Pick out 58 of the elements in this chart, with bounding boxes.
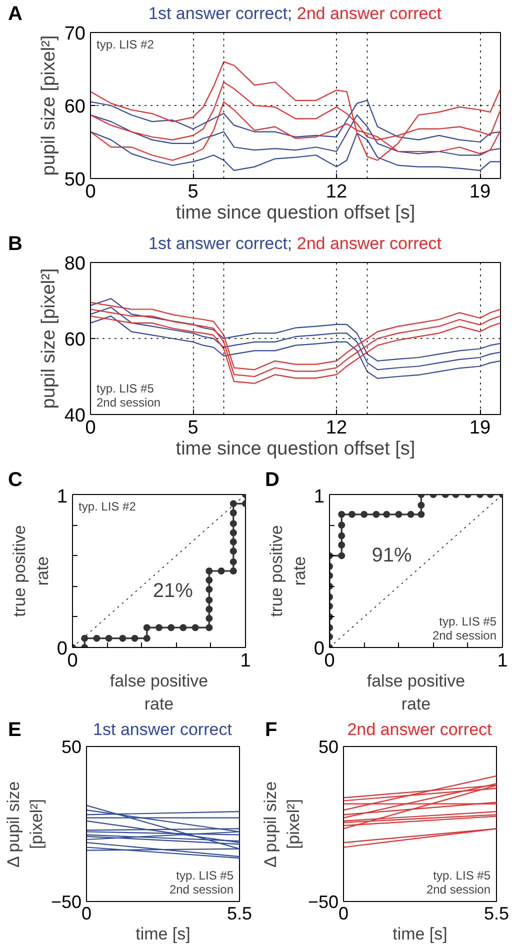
annotation: typ. LIS #2 — [96, 38, 154, 52]
x-axis-title: time since question offset [s] — [176, 202, 416, 224]
y-tick-label: 60 — [64, 330, 86, 350]
y-axis-title: Δ pupil size [pixel²] — [4, 781, 46, 868]
y-tick-label: 50 — [64, 170, 86, 190]
y-tick-label: 50 — [318, 737, 339, 757]
y-axis-title: pupil size [pixel²] — [38, 35, 60, 176]
chart-title: C — [8, 468, 22, 493]
x-tick-label: 19 — [469, 182, 491, 202]
y-axis-title: Δ pupil size [pixel²] — [261, 781, 303, 868]
x-tick-label: 12 — [326, 418, 348, 438]
x-axis-title: time [s] — [392, 924, 448, 944]
annotation: typ. LIS #5 — [433, 868, 491, 882]
x-tick-label: 5 — [188, 418, 198, 438]
x-axis-title: false positive rate — [110, 672, 208, 714]
x-tick-label: 5.5 — [484, 904, 510, 924]
text: 1st answer correct; — [148, 234, 292, 253]
y-tick-label: −50 — [308, 892, 339, 912]
y-axis-title: true positive rate — [267, 525, 309, 617]
y-tick-label: 1 — [314, 486, 325, 508]
x-tick-label: 1 — [497, 650, 508, 672]
y-tick-label: 1 — [56, 486, 68, 508]
x-axis-title: time since question offset [s] — [176, 438, 416, 460]
chart-title: B — [8, 232, 22, 257]
annotation: typ. LIS #5 — [176, 868, 234, 882]
y-tick-label: 60 — [64, 96, 86, 118]
y-tick-label: 50 — [61, 737, 82, 757]
y-axis-title: pupil size [pixel²] — [38, 268, 60, 409]
x-tick-label: 5 — [188, 182, 198, 202]
x-axis-title: false positive rate — [366, 672, 466, 714]
chart-title: F — [265, 718, 278, 743]
text: 1st answer correct — [93, 720, 232, 739]
annotation: 2nd session — [96, 396, 161, 410]
y-tick-label: 70 — [64, 24, 86, 44]
annotation: typ. LIS #5 — [439, 614, 497, 628]
chart-title: D — [265, 468, 280, 493]
y-tick-label: 80 — [64, 254, 86, 274]
text: 2nd answer correct — [296, 4, 442, 23]
y-axis-title: true positive rate — [10, 525, 52, 617]
annotation: typ. LIS #2 — [78, 500, 136, 514]
annotation: 2nd session — [426, 882, 491, 896]
x-tick-label: 5.5 — [226, 904, 252, 924]
chart-title: A — [8, 2, 22, 27]
text: 2nd answer correct — [296, 234, 442, 253]
annotation: typ. LIS #5 — [96, 382, 154, 396]
x-tick-label: 19 — [469, 418, 491, 438]
y-tick-label: 40 — [64, 406, 86, 426]
y-tick-label: −50 — [50, 892, 82, 912]
annotation: 21% — [152, 580, 194, 602]
text: 1st answer correct; — [148, 4, 292, 23]
x-axis-title: time [s] — [136, 924, 190, 944]
annotation: 2nd session — [432, 628, 497, 642]
chart-title: E — [8, 718, 22, 743]
annotation: 2nd session — [169, 882, 234, 896]
text: 2nd answer correct — [347, 720, 492, 739]
x-tick-label: 12 — [326, 182, 348, 202]
annotation: 91% — [372, 544, 412, 567]
x-tick-label: 1 — [240, 650, 251, 672]
